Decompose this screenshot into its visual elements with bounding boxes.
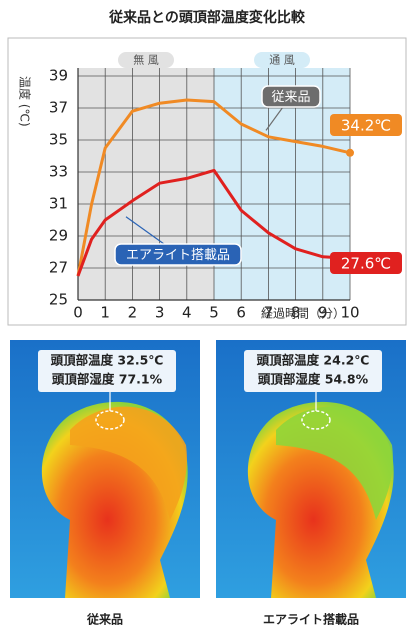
line-series xyxy=(76,168,351,277)
caption: 従来品 xyxy=(86,612,123,627)
x-tick-label: 7 xyxy=(264,304,274,322)
x-tick-label: 0 xyxy=(73,304,83,322)
value-label-box xyxy=(330,252,402,274)
x-tick-label: 3 xyxy=(155,304,165,322)
y-tick-label: 27 xyxy=(49,259,68,277)
value-label: 27.6℃ xyxy=(341,255,391,273)
legend-box xyxy=(114,243,242,266)
x-axis-label: 経過時間（分） xyxy=(261,307,345,321)
region-label: 通 風 xyxy=(269,54,295,67)
hotspot xyxy=(95,410,125,430)
info-text: 頭頂部湿度 77.1% xyxy=(52,372,163,387)
region-label: 無 風 xyxy=(133,53,159,67)
legend-label: 従来品 xyxy=(271,90,310,105)
x-tick-label: 1 xyxy=(100,304,110,322)
x-tick-label: 9 xyxy=(318,304,328,322)
region-pill xyxy=(254,52,310,68)
x-tick-label: 6 xyxy=(236,304,246,322)
data-point xyxy=(346,148,354,157)
value-label: 34.2℃ xyxy=(341,117,391,135)
x-tick-label: 5 xyxy=(209,304,219,322)
line-series xyxy=(76,98,351,277)
info-text: 頭頂部温度 24.2℃ xyxy=(257,353,370,368)
y-tick-label: 25 xyxy=(49,291,68,309)
hair-shape xyxy=(70,406,187,520)
y-tick-label: 33 xyxy=(49,163,68,181)
hair-shape xyxy=(276,406,393,520)
hotspot xyxy=(301,410,331,430)
value-label-box xyxy=(330,114,402,136)
x-tick-label: 8 xyxy=(291,304,301,322)
y-tick-label: 39 xyxy=(49,67,68,85)
info-text: 頭頂部温度 32.5℃ xyxy=(51,353,164,368)
x-tick-label: 10 xyxy=(340,304,359,322)
info-text: 頭頂部湿度 54.8% xyxy=(258,372,369,387)
chart-title: 従来品との頭頂部温度変化比較 xyxy=(108,9,306,26)
info-box xyxy=(244,350,382,392)
y-tick-label: 31 xyxy=(49,195,68,213)
x-tick-label: 2 xyxy=(128,304,138,322)
caption: エアライト搭載品 xyxy=(263,612,359,627)
info-box xyxy=(38,350,176,392)
region-pill xyxy=(118,52,174,68)
y-axis-label: 温度 (℃) xyxy=(18,76,33,127)
x-tick-label: 4 xyxy=(182,304,192,322)
y-tick-label: 35 xyxy=(49,131,68,149)
legend-label: エアライト搭載品 xyxy=(126,247,230,263)
y-tick-label: 29 xyxy=(49,227,68,245)
legend-box xyxy=(261,85,321,108)
y-tick-label: 37 xyxy=(49,99,68,117)
